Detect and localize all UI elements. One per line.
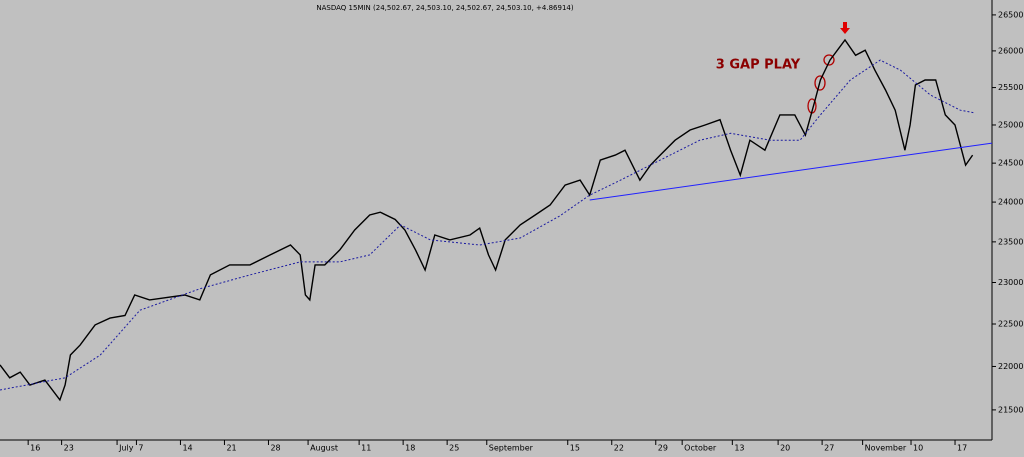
y-tick-label: 25000	[998, 120, 1023, 129]
y-tick-label: 22500	[998, 320, 1023, 329]
y-tick-label: 26500	[998, 10, 1023, 19]
x-tick-label: 11	[361, 444, 371, 453]
x-tick-label: 18	[405, 444, 415, 453]
x-tick-label: 27	[824, 444, 834, 453]
annotation: 3 GAP PLAY	[716, 58, 801, 73]
x-tick-label: 10	[913, 444, 923, 453]
x-tick-label: October	[684, 444, 717, 453]
x-tick-label: 13	[734, 444, 744, 453]
x-tick-label: 15	[570, 444, 580, 453]
y-tick-label: 26000	[998, 46, 1023, 55]
x-tick-label: 20	[780, 444, 790, 453]
x-tick-label: 25	[449, 444, 459, 453]
chart-title: NASDAQ 15MIN (24,502.67, 24,503.10, 24,5…	[316, 4, 573, 12]
x-tick-label: 7	[138, 444, 143, 453]
y-tick-label: 24000	[998, 198, 1023, 207]
x-tick-label: 29	[658, 444, 668, 453]
x-tick-label: 21	[226, 444, 236, 453]
x-tick-label: August	[310, 444, 338, 453]
x-tick-label: 28	[270, 444, 280, 453]
x-tick-label: 22	[614, 444, 624, 453]
y-tick-label: 21500	[998, 405, 1023, 414]
series-line	[0, 59, 976, 391]
x-tick-label: 16	[30, 444, 40, 453]
x-tick-label: 14	[182, 444, 192, 453]
arrow	[840, 22, 850, 34]
y-tick-label: 25500	[998, 83, 1023, 92]
y-tick-label: 24500	[998, 159, 1023, 168]
x-tick-label: 23	[64, 444, 74, 453]
series-line	[589, 142, 993, 201]
gap-circle	[814, 75, 826, 91]
y-tick-label: 23500	[998, 237, 1023, 246]
x-tick-label: July	[118, 444, 134, 453]
x-tick-label: November	[865, 444, 907, 453]
gap-circle	[823, 54, 835, 66]
series-line	[0, 38, 974, 402]
y-tick-label: 22000	[998, 362, 1023, 371]
x-tick-label: 17	[957, 444, 967, 453]
y-tick-label: 23000	[998, 278, 1023, 287]
x-tick-label: September	[489, 444, 534, 453]
